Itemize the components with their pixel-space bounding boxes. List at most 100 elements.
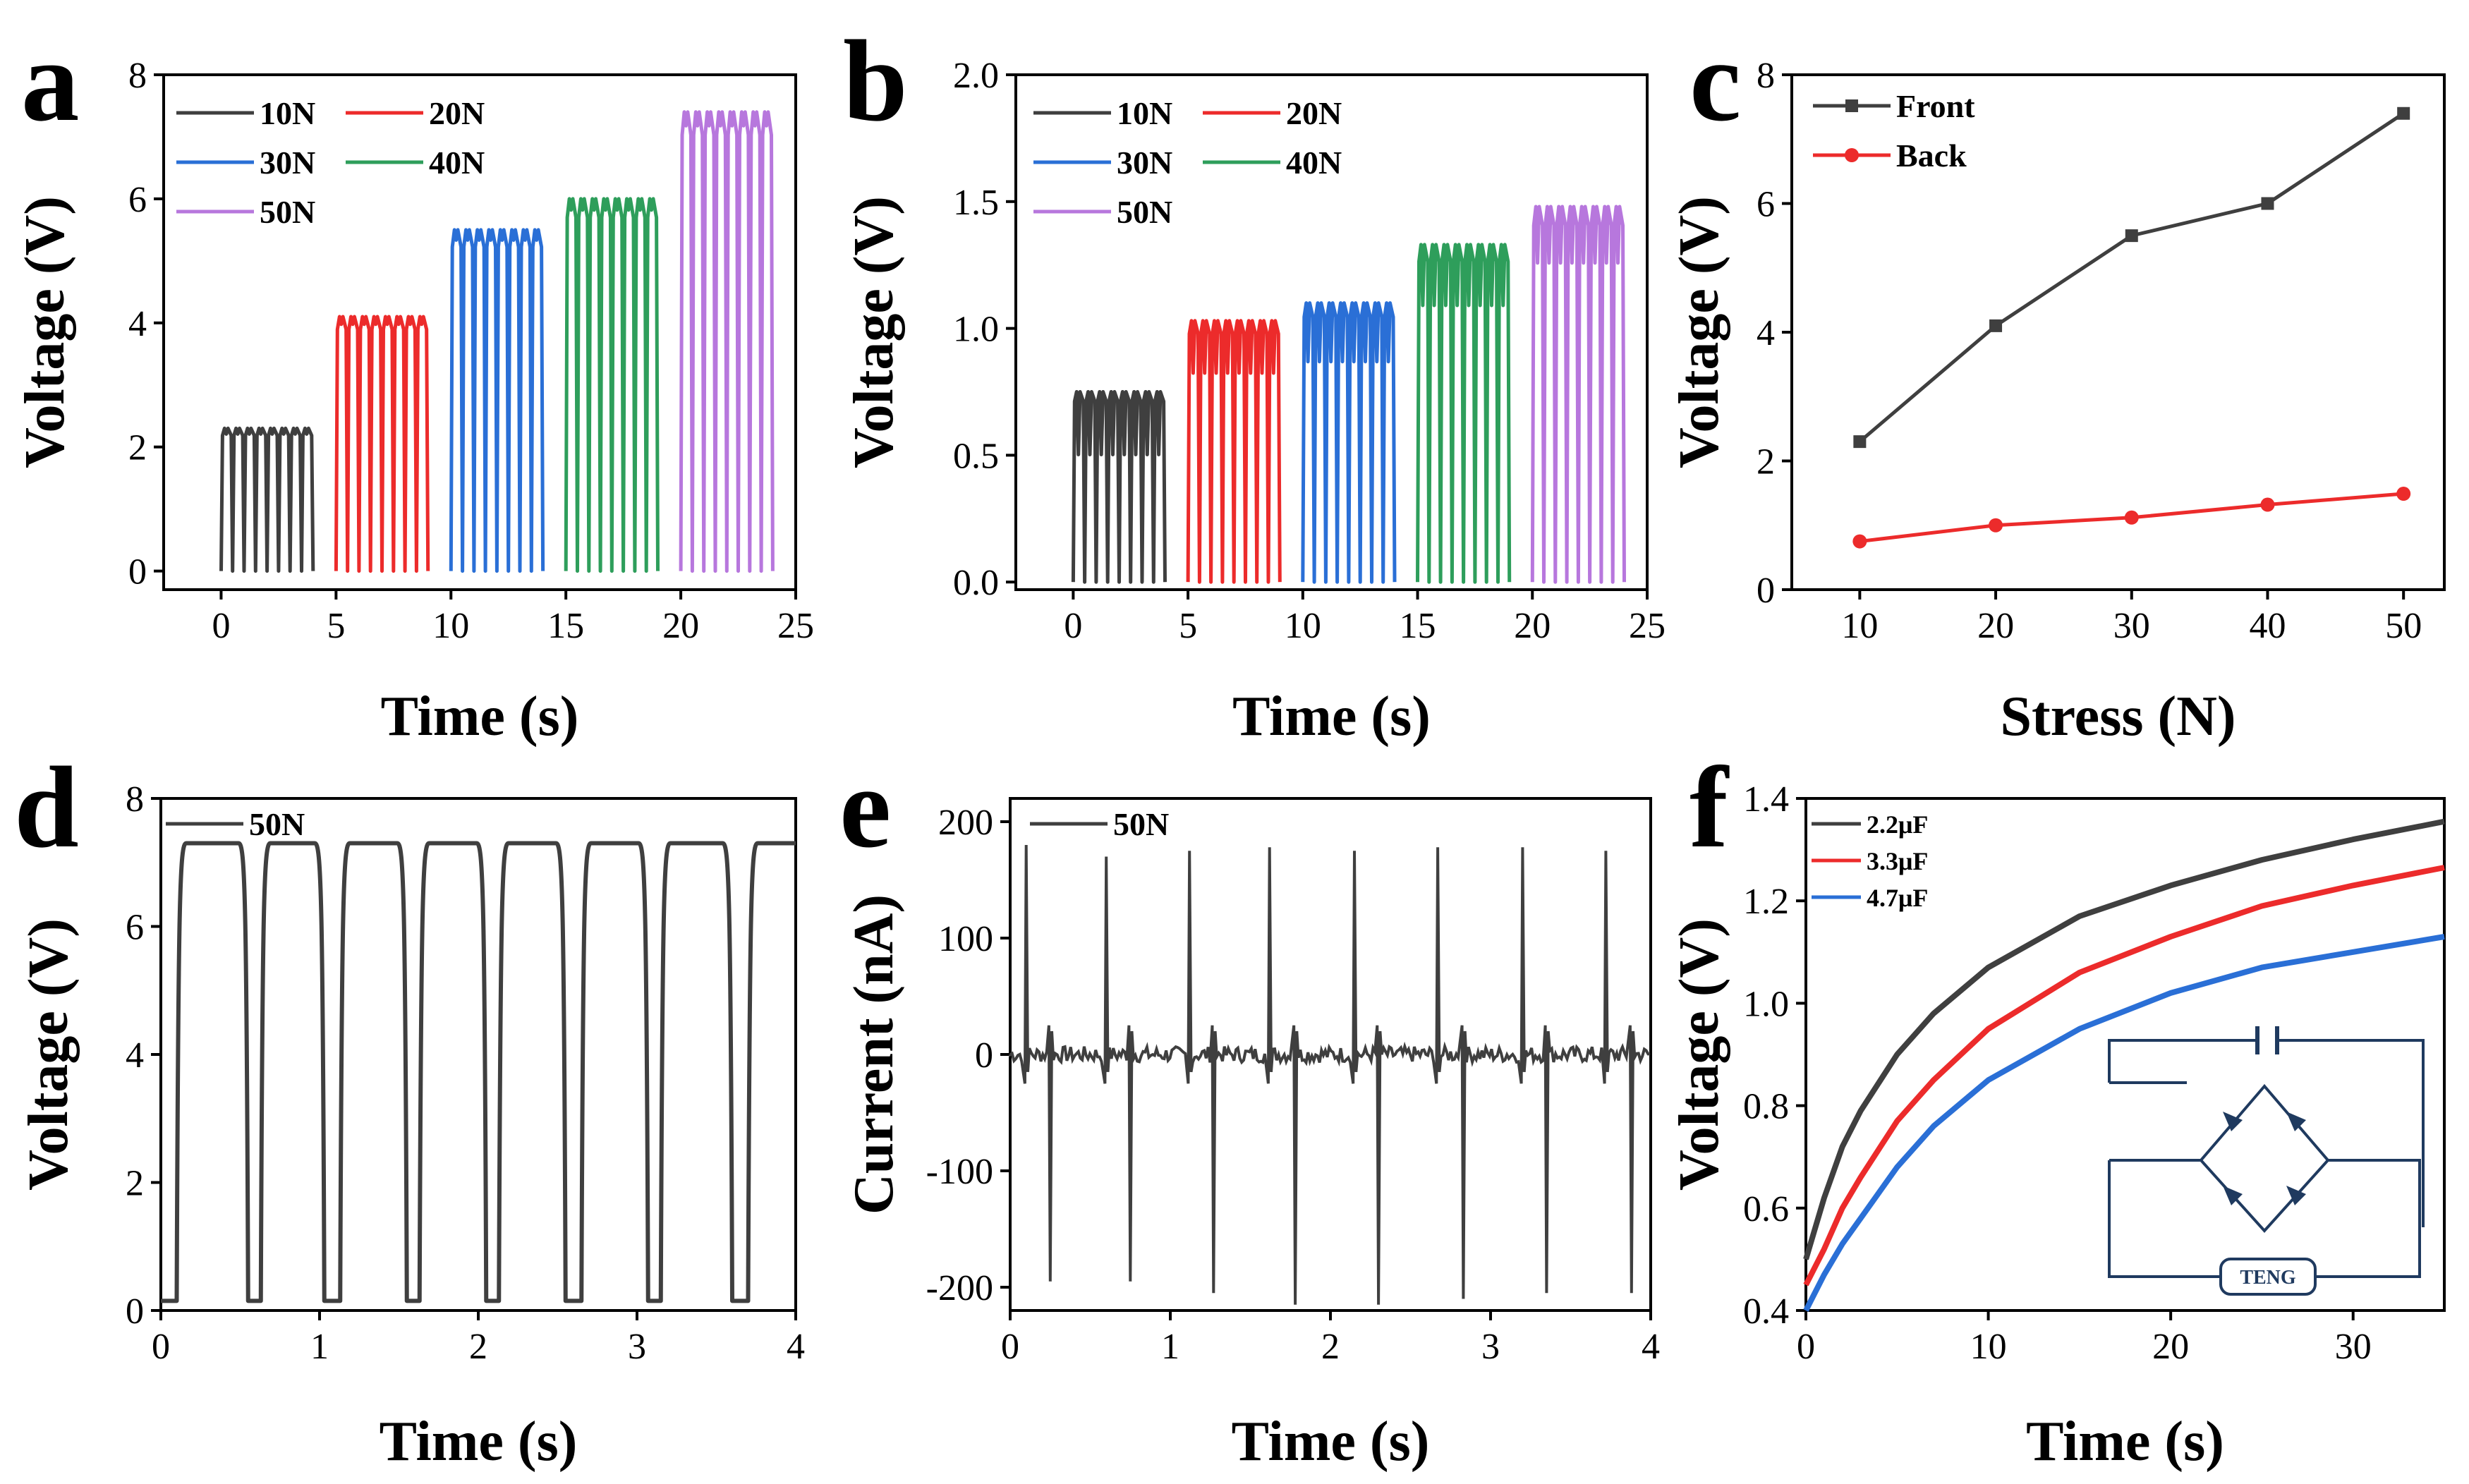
y-tick-label: 4 [1757, 313, 1775, 353]
data-point [1989, 518, 2003, 533]
diode-symbol [2286, 1186, 2306, 1205]
legend-label: 2.2μF [1867, 810, 1928, 839]
legend-label: 20N [429, 95, 485, 131]
legend-label: 20N [1286, 95, 1342, 131]
legend-marker [1845, 148, 1859, 162]
y-tick-label: 200 [938, 803, 993, 843]
x-axis-label: Time (s) [1232, 1411, 1430, 1473]
x-tick-label: 1 [310, 1327, 329, 1367]
diode-symbol [2223, 1186, 2243, 1205]
legend-label: 10N [260, 95, 315, 131]
y-tick-label: 100 [938, 919, 993, 959]
series-line [679, 110, 775, 573]
plot-frame [162, 73, 797, 591]
y-tick-label: 2 [126, 1164, 144, 1204]
x-axis-label: Time (s) [1232, 686, 1431, 748]
legend-marker [1845, 99, 1858, 112]
y-tick-label: 0 [1757, 571, 1775, 611]
x-tick-label: 30 [2335, 1327, 2372, 1367]
y-axis-label: Voltage (V) [18, 918, 80, 1191]
y-tick-label: 8 [128, 56, 147, 96]
x-tick-label: 0 [1064, 606, 1082, 646]
legend-label: 10N [1117, 95, 1172, 131]
x-tick-label: 40 [2249, 606, 2286, 646]
panel-a: 0 5 10 15 20 25 0 2 4 6 8 Time (s) Voltage (V) a 10N 20… [14, 16, 814, 748]
x-tick-label: 20 [1977, 606, 2014, 646]
legend-label: 50N [260, 194, 315, 230]
legend-label: 4.7μF [1867, 884, 1928, 912]
x-axis-label: Time (s) [380, 1411, 578, 1473]
capacitor-wire-left [2108, 1039, 2257, 1083]
panel-d: 0 1 2 3 4 0 2 4 6 8 Time (s) Voltage (V) d 50N [14, 743, 805, 1473]
legend-label: 30N [260, 145, 315, 181]
panel-label: d [14, 743, 79, 872]
x-tick-label: 0 [212, 606, 230, 646]
x-tick-label: 3 [1481, 1327, 1500, 1367]
circuit-wire [2108, 1160, 2221, 1278]
series-line [1009, 844, 1651, 1305]
panel-label: a [21, 16, 80, 145]
data-point [1853, 435, 1867, 449]
y-tick-label: 8 [126, 779, 144, 820]
panel-b: 0 5 10 15 20 25 0.0 0.5 1.0 1.5 2.0 Time (s) Voltage… [843, 16, 1666, 748]
y-tick-label: 1.5 [953, 183, 999, 223]
data-point [1852, 534, 1867, 549]
x-tick-label: 0 [1001, 1327, 1019, 1367]
x-tick-label: 4 [1642, 1327, 1660, 1367]
diode-symbol [2286, 1112, 2306, 1131]
bridge-diamond [2199, 1083, 2330, 1233]
x-tick-label: 0 [1797, 1327, 1815, 1367]
x-tick-label: 30 [2113, 606, 2150, 646]
data-point [2397, 107, 2410, 120]
y-tick-label: 1.4 [1743, 779, 1789, 820]
panel-c: 10 20 30 40 50 0 2 4 6 8 Stress (N) Voltage (V) c Fro… [1668, 16, 2446, 748]
y-tick-label: 0 [126, 1291, 144, 1332]
data-point [2125, 229, 2138, 243]
y-tick-label: 4 [126, 1035, 144, 1076]
x-tick-label: 15 [547, 606, 584, 646]
x-tick-label: 20 [1514, 606, 1551, 646]
circuit-wire [2328, 1159, 2421, 1227]
y-axis-label: Voltage (V) [843, 196, 905, 468]
series-line [1301, 301, 1397, 584]
x-tick-label: 0 [152, 1327, 170, 1367]
series-line [1186, 319, 1282, 584]
legend-label: 50N [1113, 806, 1169, 842]
x-tick-label: 20 [662, 606, 699, 646]
series-line [449, 228, 545, 573]
capacitor-wire-right [2277, 1039, 2425, 1227]
x-axis-label: Stress (N) [2000, 686, 2236, 748]
panel-e: 0 1 2 3 4 -200 -100 0 100 200 Time (s) Current (nA)… [839, 743, 1660, 1473]
x-tick-label: 4 [787, 1327, 805, 1367]
y-axis-label: Voltage (V) [1668, 196, 1730, 468]
plot-frame [159, 797, 797, 1312]
x-tick-label: 50 [2385, 606, 2422, 646]
circuit-inset: TENG [2108, 1026, 2425, 1296]
series-line [1803, 865, 2445, 1287]
plot-frame [1014, 73, 1649, 591]
y-axis-label: Voltage (V) [14, 196, 76, 468]
x-tick-label: 5 [1179, 606, 1197, 646]
y-axis-label: Current (nA) [843, 894, 905, 1215]
y-tick-label: 1.2 [1743, 882, 1789, 922]
y-tick-label: 2.0 [953, 56, 999, 96]
y-tick-label: 0 [975, 1035, 993, 1076]
x-tick-label: 5 [327, 606, 345, 646]
legend-label: 3.3μF [1867, 847, 1928, 875]
x-tick-label: 10 [432, 606, 469, 646]
data-point [1989, 319, 2003, 332]
series-line [1803, 934, 2445, 1312]
x-tick-label: 15 [1400, 606, 1436, 646]
series-line [1803, 818, 2445, 1260]
series-line [564, 197, 660, 573]
x-tick-label: 10 [1970, 1327, 2007, 1367]
series-line [334, 315, 430, 573]
y-tick-label: 4 [128, 304, 147, 344]
panel-label: f [1690, 743, 1730, 872]
series-line [161, 841, 796, 1303]
y-tick-label: 6 [128, 180, 147, 220]
x-tick-label: 10 [1285, 606, 1321, 646]
legend-label: Front [1896, 88, 1975, 124]
circuit-wire [2315, 1227, 2421, 1278]
